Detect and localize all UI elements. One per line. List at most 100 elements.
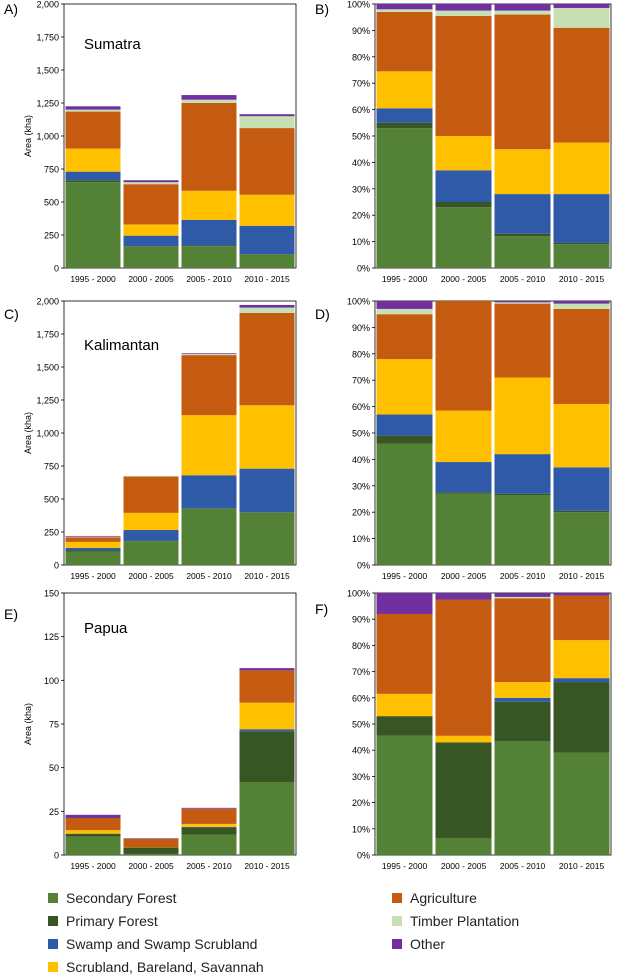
panel-c-bar-primary-forest-0 — [65, 550, 121, 552]
legend-label: Other — [410, 936, 446, 952]
panel-f-xtick-label: 2010 - 2015 — [559, 861, 605, 871]
panel-d-bar-other-3 — [553, 301, 610, 304]
panel-f-ytick-label: 30% — [352, 772, 370, 782]
panel-d-bar-secondary-forest-2 — [494, 495, 551, 565]
panel-f-bar-other-3 — [553, 593, 610, 596]
panel-f-xtick-label: 2000 - 2005 — [441, 861, 487, 871]
panel-f-ytick-label: 60% — [352, 693, 370, 703]
panel-d-ytick-label: 0% — [357, 561, 370, 571]
legend-item-swamp-and-swamp-scrubland: Swamp and Swamp Scrubland — [48, 936, 257, 952]
panel-b-xtick-label: 2010 - 2015 — [559, 274, 605, 284]
panel-e-bar-other-3 — [239, 668, 295, 671]
panel-e-bar-agriculture-0 — [65, 817, 121, 831]
panel-c-bar-scrubland-bareland-savannah-1 — [123, 512, 179, 531]
panel-a-bar-scrubland-bareland-savannah-3 — [239, 194, 295, 226]
panel-f-bar-scrubland-bareland-savannah-0 — [376, 693, 433, 717]
panel-f-bar-scrubland-bareland-savannah-1 — [435, 735, 492, 743]
panel-c-ytick-label: 250 — [44, 528, 59, 538]
panel-e-bar-secondary-forest-0 — [65, 836, 121, 855]
panel-c-bar-scrubland-bareland-savannah-0 — [65, 541, 121, 548]
panel-c-bar-secondary-forest-0 — [65, 551, 121, 565]
legend-item-agriculture: Agriculture — [392, 890, 477, 906]
panel-c-ytick-label: 750 — [44, 462, 59, 472]
panel-a-bar-swamp-and-swamp-scrubland-1 — [123, 235, 179, 247]
panel-f-bar-agriculture-3 — [553, 595, 610, 641]
panel-d-bar-swamp-and-swamp-scrubland-3 — [553, 467, 610, 511]
panel-f-bar-secondary-forest-3 — [553, 752, 610, 855]
panel-f-ytick-label: 0% — [357, 851, 370, 861]
panel-b-xtick-label: 1995 - 2000 — [382, 274, 428, 284]
panel-a-bar-timber-plantation-1 — [123, 182, 179, 185]
panel-d-bar-timber-plantation-3 — [553, 303, 610, 309]
panel-a-bar-secondary-forest-0 — [65, 182, 121, 268]
panel-f-bar-primary-forest-3 — [553, 682, 610, 753]
panel-b-ytick-label: 90% — [352, 26, 370, 36]
panel-e-ytick-label: 100 — [44, 676, 59, 686]
panel-d-ytick-label: 100% — [347, 297, 370, 307]
panel-e-xtick-label: 2005 - 2010 — [186, 861, 232, 871]
panel-f-bar-scrubland-bareland-savannah-2 — [494, 682, 551, 698]
legend-swatch — [392, 939, 402, 949]
panel-d-bar-swamp-and-swamp-scrubland-0 — [376, 414, 433, 436]
panel-c-region-title: Kalimantan — [84, 337, 159, 354]
panel-c-ytick-label: 1,500 — [36, 363, 59, 373]
panel-f-ytick-label: 70% — [352, 667, 370, 677]
panel-a-bar-scrubland-bareland-savannah-0 — [65, 148, 121, 172]
panel-e-ytick-label: 75 — [49, 720, 59, 730]
panel-a-bar-timber-plantation-2 — [181, 99, 237, 103]
panel-c-bar-swamp-and-swamp-scrubland-3 — [239, 468, 295, 513]
panel-a-bar-secondary-forest-2 — [181, 246, 237, 268]
panel-b-bar-scrubland-bareland-savannah-2 — [494, 149, 551, 195]
panel-e-bar-agriculture-1 — [123, 838, 179, 848]
panel-e-bar-primary-forest-3 — [239, 731, 295, 782]
panel-d-bar-scrubland-bareland-savannah-2 — [494, 377, 551, 455]
panel-a-bar-scrubland-bareland-savannah-2 — [181, 190, 237, 220]
panel-c-bar-secondary-forest-2 — [181, 508, 237, 565]
panel-a-bar-other-3 — [239, 114, 295, 117]
panel-b-ytick-label: 100% — [347, 0, 370, 10]
panel-a-bar-timber-plantation-0 — [65, 109, 121, 112]
panel-d-xtick-label: 2005 - 2010 — [500, 571, 546, 581]
panel-e-ytick-label: 50 — [49, 763, 59, 773]
panel-f-bar-secondary-forest-2 — [494, 741, 551, 855]
panel-e-ytick-label: 25 — [49, 807, 59, 817]
panel-d-ytick-label: 60% — [352, 402, 370, 412]
legend-item-timber-plantation: Timber Plantation — [392, 913, 519, 929]
panel-e-bar-swamp-and-swamp-scrubland-3 — [239, 729, 295, 732]
panel-a-y-axis-label: Area (kha) — [23, 115, 33, 157]
panel-f-bar-other-0 — [376, 593, 433, 614]
panel-b-bar-other-2 — [494, 4, 551, 11]
panel-d-ytick-label: 10% — [352, 534, 370, 544]
panel-b-ytick-label: 20% — [352, 211, 370, 221]
legend-swatch — [392, 916, 402, 926]
panel-c-xtick-label: 2010 - 2015 — [244, 571, 290, 581]
panel-a-ytick-label: 1,000 — [36, 132, 59, 142]
panel-c-xtick-label: 1995 - 2000 — [70, 571, 116, 581]
panel-c-xtick-label: 2000 - 2005 — [128, 571, 174, 581]
panel-e-bar-primary-forest-0 — [65, 833, 121, 837]
panel-c-bar-timber-plantation-0 — [65, 536, 121, 538]
panel-e-bar-secondary-forest-1 — [123, 853, 179, 855]
panel-a-xtick-label: 2000 - 2005 — [128, 274, 174, 284]
panel-b-bar-swamp-and-swamp-scrubland-3 — [553, 194, 610, 243]
panel-d-xtick-label: 2010 - 2015 — [559, 571, 605, 581]
panel-b-ytick-label: 10% — [352, 237, 370, 247]
panel-c-bar-agriculture-0 — [65, 537, 121, 542]
panel-e-bar-agriculture-3 — [239, 670, 295, 703]
panel-c-bar-timber-plantation-2 — [181, 353, 237, 356]
panel-e-bar-scrubland-bareland-savannah-3 — [239, 702, 295, 730]
panel-b-bar-other-3 — [553, 4, 610, 8]
legend-swatch — [48, 893, 58, 903]
panel-b-bar-secondary-forest-1 — [435, 207, 492, 268]
panel-b-bar-agriculture-2 — [494, 14, 551, 150]
panel-c-bar-secondary-forest-1 — [123, 541, 179, 565]
panel-c-bar-primary-forest-1 — [123, 540, 179, 542]
panel-b-xtick-label: 2000 - 2005 — [441, 274, 487, 284]
panel-c-bar-primary-forest-2 — [181, 508, 237, 509]
panel-a-bar-secondary-forest-1 — [123, 246, 179, 268]
panel-f-bar-agriculture-1 — [435, 599, 492, 736]
panel-d-xtick-label: 1995 - 2000 — [382, 571, 428, 581]
panel-c-ytick-label: 1,250 — [36, 396, 59, 406]
panel-a-ytick-label: 1,750 — [36, 33, 59, 43]
panel-b-bar-agriculture-1 — [435, 15, 492, 137]
